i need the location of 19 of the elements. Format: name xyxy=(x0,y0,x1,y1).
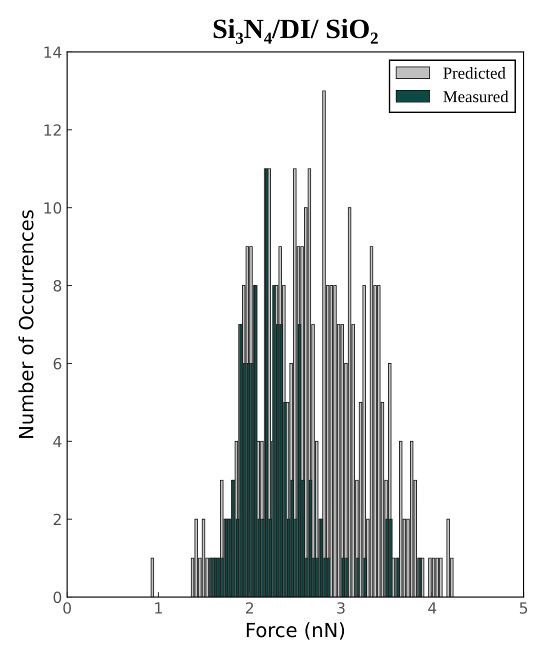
legend-label: Predicted xyxy=(443,67,506,79)
y-tick-label: 6 xyxy=(54,358,62,370)
x-tick-label: 2 xyxy=(246,602,254,614)
legend-label: Measured xyxy=(443,90,508,102)
y-tick-label: 2 xyxy=(54,514,61,526)
x-tick-label: 5 xyxy=(520,602,528,614)
y-tick-label: 8 xyxy=(54,280,62,292)
x-tick-label: 1 xyxy=(155,602,162,614)
y-tick-label: 0 xyxy=(54,592,62,604)
y-tick-label: 4 xyxy=(53,436,62,448)
x-tick-label: 3 xyxy=(337,602,345,614)
x-axis-title: Force (nN) xyxy=(246,622,344,640)
y-tick-label: 14 xyxy=(44,46,62,58)
x-tick-label: 4 xyxy=(428,602,436,614)
chart-title: Si₃N₄/DI/ SiO₂ xyxy=(214,18,378,44)
y-tick-label: 10 xyxy=(44,202,62,214)
y-tick-label: 12 xyxy=(44,124,61,136)
x-tick-label: 0 xyxy=(63,602,71,614)
y-axis-title: Number of Occurrences xyxy=(18,210,34,438)
